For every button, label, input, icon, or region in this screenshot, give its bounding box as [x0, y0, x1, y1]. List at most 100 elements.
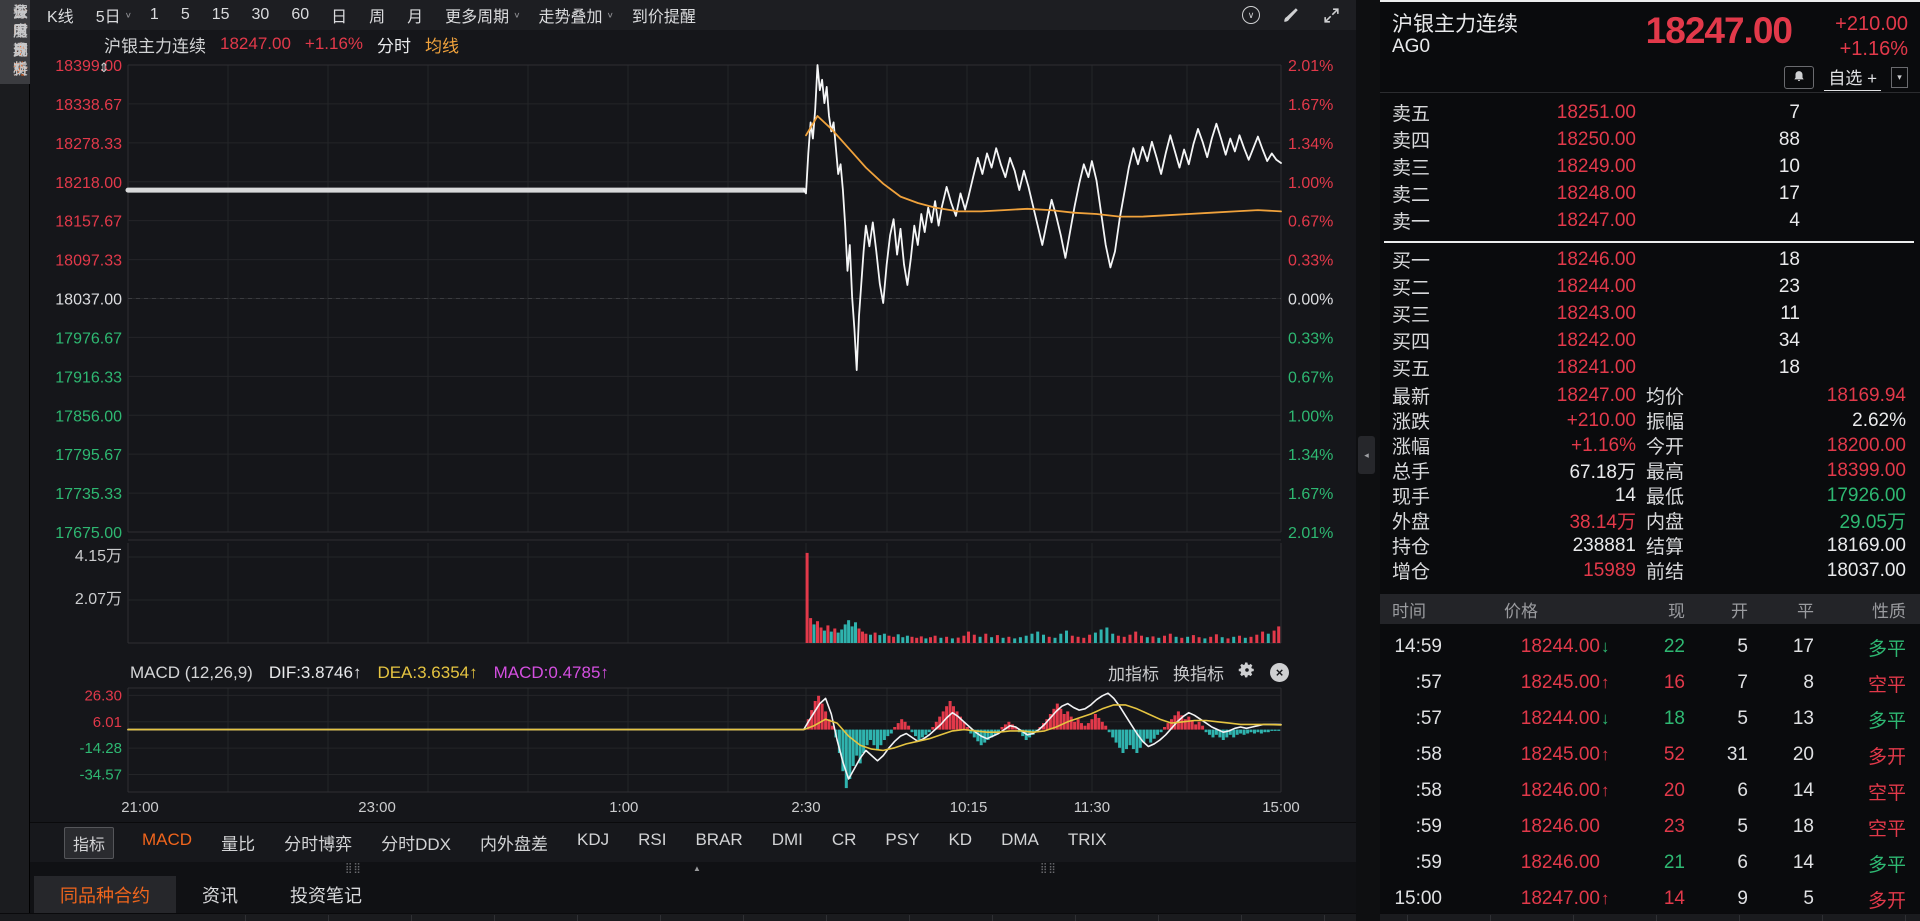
- sell-level-row[interactable]: 卖五 18251.00 7: [1392, 101, 1800, 126]
- indicator-tabs: MACD 量比 分时博弈 分时DDX 内外盘差 KDJ RSI BRAR DMI CR PSY KD D…: [142, 830, 1136, 855]
- collapse-up-icon[interactable]: ▲: [693, 864, 701, 873]
- period-item[interactable]: 周: [369, 9, 386, 26]
- bottom-tab[interactable]: 资讯: [202, 885, 238, 906]
- indicator-tab[interactable]: DMA: [1001, 830, 1039, 849]
- fullscreen-icon[interactable]: [1320, 4, 1342, 26]
- tick-row: :59 18246.00 23 5 18 空平: [1415, 816, 1906, 840]
- bottom-tab[interactable]: 投资笔记: [290, 885, 362, 906]
- sidebar-item[interactable]: 技术分析: [11, 4, 28, 80]
- buy-level-row[interactable]: 买二 18244.00 23: [1392, 275, 1800, 300]
- macd-value: MACD:0.4785↑: [493, 663, 609, 682]
- buy-levels: 买一 18246.00 18 买二 18244.00 23 买三 18243.00 11 买…: [1380, 246, 1920, 381]
- tick-table-header: 时间 价格 现 开 平 性质: [1380, 594, 1920, 624]
- drag-grip-icon[interactable]: ⣿⣿: [1040, 863, 1057, 874]
- tick-row: :59 18246.00 21 6 14 多平: [1415, 852, 1906, 876]
- period-item[interactable]: K线: [47, 9, 74, 26]
- indicator-tab[interactable]: TRIX: [1067, 830, 1107, 849]
- sidebar-item[interactable]: 深度资料: [11, 4, 28, 80]
- stat-row: 最新 18247.00 均价 18169.94: [1392, 384, 1906, 409]
- period-item[interactable]: 15: [211, 6, 230, 23]
- period-item[interactable]: 更多周期 ∨: [445, 9, 521, 26]
- buy-level-row[interactable]: 买一 18246.00 18: [1392, 248, 1800, 273]
- indicator-tab[interactable]: RSI: [638, 830, 667, 849]
- indicator-tab[interactable]: PSY: [885, 830, 920, 849]
- period-item[interactable]: 走势叠加 ∨: [538, 9, 614, 26]
- change-pct: +1.16%: [304, 34, 364, 53]
- quote-last-price: 18247.00: [1645, 10, 1793, 51]
- stat-row: 现手 14 最低 17926.00: [1392, 484, 1906, 509]
- indicator-bar: 指标 MACD 量比 分时博弈 分时DDX 内外盘差 KDJ RSI BRAR DMI CR PSY…: [30, 822, 1356, 862]
- tick-row: 14:59 18244.00 ↓ 22 5 17 多平: [1394, 636, 1906, 660]
- sell-level-row[interactable]: 卖三 18249.00 10: [1392, 155, 1800, 180]
- drag-grip-icon[interactable]: ⣿⣿: [345, 863, 362, 874]
- period-item[interactable]: 日: [331, 9, 348, 26]
- add-indicator-button[interactable]: 加指标: [1108, 664, 1159, 684]
- orderbook-separator: [1384, 241, 1914, 243]
- bottom-tab[interactable]: 同品种合约: [34, 876, 176, 913]
- indicator-tab[interactable]: 分时DDX: [381, 835, 451, 854]
- tab-time-line[interactable]: 分时: [377, 36, 412, 56]
- quote-stats: 最新 18247.00 均价 18169.94 涨跌 +210.00 振幅 2.62% …: [1380, 382, 1920, 584]
- add-watchlist-button[interactable]: 自选 +: [1824, 64, 1881, 91]
- sidebar-item[interactable]: 多周期: [11, 4, 28, 61]
- indicator-tab[interactable]: MACD: [142, 830, 193, 849]
- alert-bell-icon[interactable]: [1784, 65, 1815, 89]
- period-item[interactable]: 60: [291, 6, 310, 23]
- chart-legend: 沪银主力连续 18247.00 +1.16% 分时 均线: [104, 33, 460, 56]
- pane-splitter[interactable]: ⣿⣿ ▲ ⣿⣿: [30, 862, 1356, 876]
- indicator-tab[interactable]: BRAR: [695, 830, 743, 849]
- auto-refresh-icon[interactable]: ∨: [1240, 4, 1262, 26]
- stat-row: 增仓 15989 前结 18037.00: [1392, 559, 1906, 584]
- indicator-tab[interactable]: 量比: [221, 835, 256, 854]
- period-item[interactable]: 月: [407, 9, 424, 26]
- period-item[interactable]: 5日 ∨: [95, 9, 132, 26]
- indicator-tab[interactable]: DMI: [771, 830, 803, 849]
- quote-code: AG0: [1392, 36, 1431, 57]
- sidebar-item[interactable]: 分时走势: [0, 0, 30, 84]
- indicator-tab[interactable]: 内外盘差: [479, 835, 548, 854]
- chart-area[interactable]: [30, 30, 1356, 822]
- switch-indicator-button[interactable]: 换指标: [1173, 664, 1224, 684]
- tick-list: 14:59 18244.00 ↓ 22 5 17 多平 :57 18245.00…: [1380, 629, 1920, 917]
- tick-row: :58 18246.00 ↑ 20 6 14 空平: [1415, 780, 1906, 804]
- buy-level-row[interactable]: 买五 18241.00 18: [1392, 356, 1800, 381]
- period-item[interactable]: 1: [149, 6, 159, 23]
- sidebar-item[interactable]: 分时成交: [11, 4, 28, 80]
- close-icon[interactable]: ×: [1270, 662, 1289, 682]
- chevron-down-icon: ∨: [124, 10, 132, 20]
- period-item[interactable]: 到价提醒: [631, 9, 696, 26]
- stat-row: 涨幅 +1.16% 今开 18200.00: [1392, 434, 1906, 459]
- watchlist-caret-icon[interactable]: ▾: [1891, 66, 1908, 88]
- dif-value: DIF:3.8746↑: [268, 663, 362, 682]
- buy-level-row[interactable]: 买四 18242.00 34: [1392, 329, 1800, 354]
- contract-name: 沪银主力连续: [104, 36, 206, 56]
- macd-toolbar: 加指标 换指标 ×: [1108, 659, 1289, 685]
- tick-row: 15:00 18247.00 ↑ 14 9 5 多开: [1394, 888, 1906, 912]
- bottom-tabs: 同品种合约 资讯 投资笔记: [34, 876, 388, 913]
- buy-level-row[interactable]: 买三 18243.00 11: [1392, 302, 1800, 327]
- indicator-tab[interactable]: 分时博弈: [284, 835, 353, 854]
- gear-icon[interactable]: [1238, 661, 1256, 684]
- indicator-tab[interactable]: KD: [948, 830, 973, 849]
- chevron-down-icon: ∨: [606, 10, 614, 20]
- indicator-tab[interactable]: KDJ: [576, 830, 610, 849]
- sell-level-row[interactable]: 卖四 18250.00 88: [1392, 128, 1800, 153]
- sell-level-row[interactable]: 卖一 18247.00 4: [1392, 209, 1800, 234]
- collapse-panel-handle[interactable]: ◂: [1358, 436, 1375, 474]
- macd-legend: MACD (12,26,9) DIF:3.8746↑ DEA:3.6354↑ M…: [130, 661, 609, 685]
- tick-row: :58 18245.00 ↑ 52 31 20 多开: [1415, 744, 1906, 768]
- sell-level-row[interactable]: 卖二 18248.00 17: [1392, 182, 1800, 207]
- indicator-button[interactable]: 指标: [64, 826, 115, 859]
- quote-change: +210.00 +1.16%: [1835, 13, 1908, 60]
- period-item[interactable]: 5: [180, 6, 190, 23]
- tab-avg-line[interactable]: 均线: [425, 36, 460, 56]
- macd-params: MACD (12,26,9): [130, 663, 253, 682]
- period-item[interactable]: 30: [251, 6, 270, 23]
- stat-row: 持仓 238881 结算 18169.00: [1392, 534, 1906, 559]
- draw-brush-icon[interactable]: [1280, 4, 1302, 26]
- stat-row: 外盘 38.14万 内盘 29.05万: [1392, 512, 1906, 533]
- quote-name: 沪银主力连续: [1392, 13, 1518, 36]
- tick-row: :57 18245.00 ↑ 16 7 8 空平: [1415, 672, 1906, 696]
- indicator-tab[interactable]: CR: [831, 830, 857, 849]
- stat-row: 涨跌 +210.00 振幅 2.62%: [1392, 409, 1906, 434]
